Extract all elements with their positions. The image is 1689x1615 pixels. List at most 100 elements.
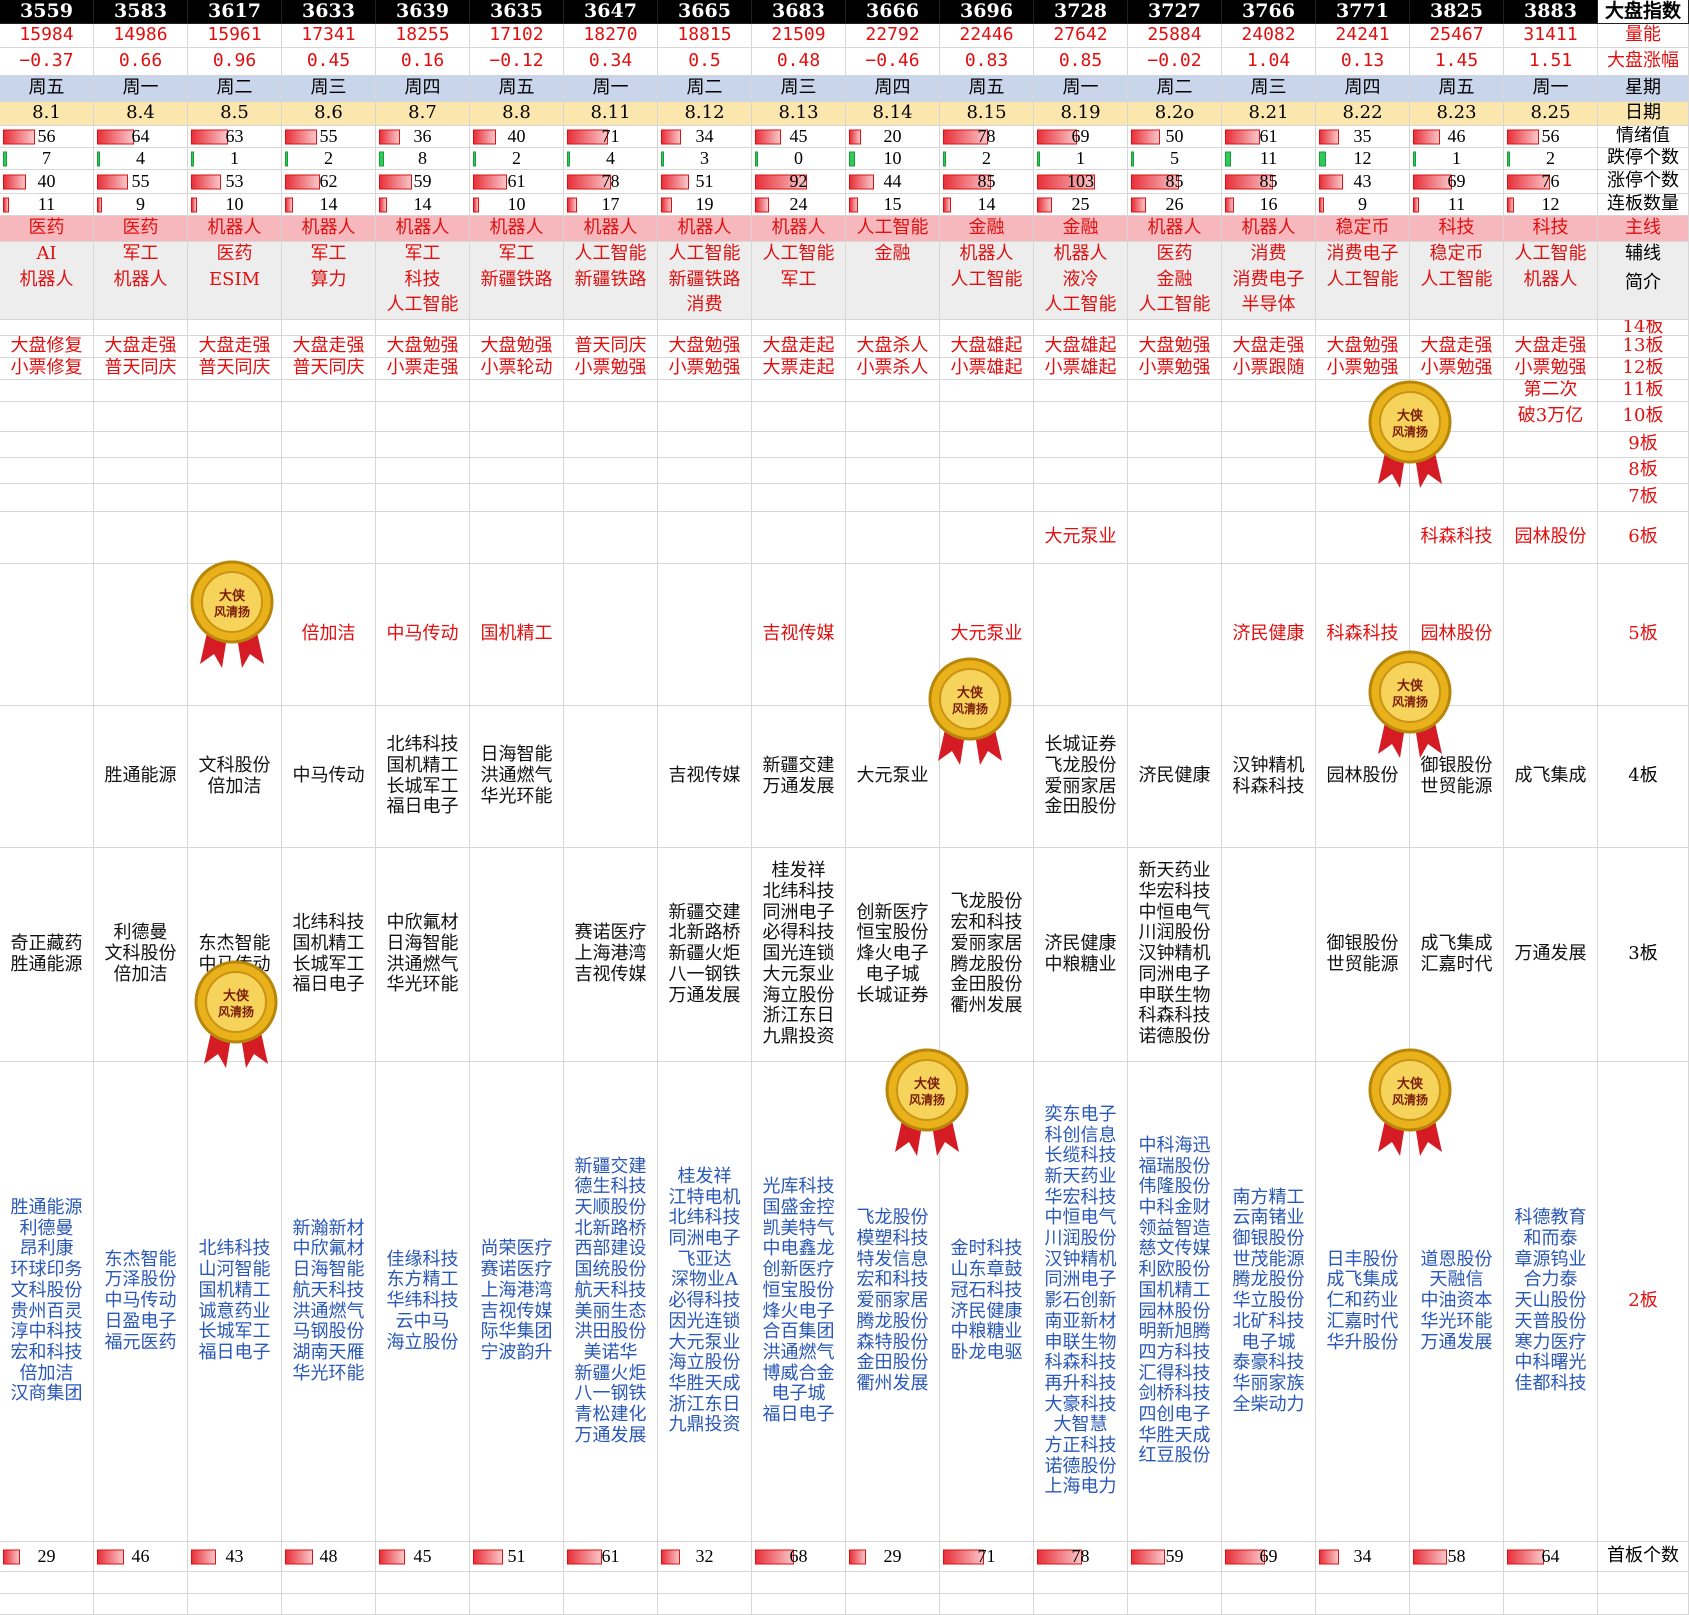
stock-name: 飞龙股份 bbox=[950, 891, 1023, 913]
stock-name: 青松建化 bbox=[574, 1403, 647, 1425]
limit_down-value: 1 bbox=[1076, 148, 1085, 169]
row-label-b6: 6板 bbox=[1598, 512, 1689, 564]
aux-theme-cell: 医药 ESIM bbox=[188, 242, 282, 320]
index-value: 3771 bbox=[1336, 0, 1389, 22]
b5-cell: 园林股份 bbox=[1410, 564, 1504, 706]
main-theme: 机器人 bbox=[301, 217, 356, 239]
weekday-cell: 周二 bbox=[1128, 76, 1222, 102]
main-theme: 金融 bbox=[968, 217, 1005, 239]
stock-name: 华升股份 bbox=[1326, 1331, 1399, 1353]
sentiment-bar bbox=[191, 129, 228, 144]
market-note: 大盘勉强 bbox=[386, 336, 459, 357]
b8-cell bbox=[846, 458, 940, 484]
stock-name: 中科金财 bbox=[1138, 1197, 1211, 1219]
first-bar bbox=[3, 1549, 20, 1564]
stock-name: 道恩股份 bbox=[1420, 1248, 1493, 1270]
stock-name: 万通发展 bbox=[1514, 943, 1587, 965]
stock-name: 大智慧 bbox=[1053, 1414, 1108, 1436]
first-value: 32 bbox=[695, 1546, 714, 1567]
first-cell: 51 bbox=[470, 1542, 564, 1572]
stock-name: 云南锗业 bbox=[1232, 1207, 1305, 1229]
b5-cell: 倍加洁 bbox=[282, 564, 376, 706]
stock-name: 华宏科技 bbox=[1138, 881, 1211, 903]
sentiment-cell: 56 bbox=[1504, 126, 1598, 148]
b2-stocks: 胜通能源 利德曼 昂利康 环球印务 文科股份 贵州百灵 淳中科技 宏和科技 倍加洁 汉商集团 bbox=[0, 1062, 94, 1542]
weekday-cell: 周四 bbox=[1316, 76, 1410, 102]
sentiment-cell: 63 bbox=[188, 126, 282, 148]
stock-name: 四创电子 bbox=[1138, 1403, 1211, 1425]
first-bar bbox=[755, 1549, 794, 1564]
stock-name: 北纬科技 bbox=[668, 1207, 741, 1229]
stock-name: 科森科技 bbox=[1044, 1352, 1117, 1374]
limit_up-value: 59 bbox=[413, 171, 432, 192]
change-value: 1.04 bbox=[1246, 50, 1291, 72]
stock-name: 大元泵业 bbox=[1044, 526, 1117, 548]
stock-name: 影石创新 bbox=[1044, 1290, 1117, 1312]
weekday-value: 周四 bbox=[404, 77, 441, 99]
tail-cell bbox=[846, 1572, 940, 1594]
main-theme: 机器人 bbox=[771, 217, 826, 239]
market-note: 大盘勉强 bbox=[1326, 336, 1399, 357]
limit_down-bar bbox=[755, 151, 758, 166]
b7-cell bbox=[282, 484, 376, 512]
stock-name: 济民健康 bbox=[950, 1300, 1023, 1322]
stock-name: 川润股份 bbox=[1138, 922, 1211, 944]
b9-cell bbox=[376, 432, 470, 458]
stock-name: 万通发展 bbox=[668, 984, 741, 1006]
volume-value: 24241 bbox=[1335, 24, 1390, 46]
limit_up-bar bbox=[943, 174, 991, 189]
limit_down-cell: 5 bbox=[1128, 148, 1222, 170]
b2-stocks: 新疆交建 德生科技 天顺股份 北新路桥 西部建设 国统股份 航天科技 美丽生态 洪田股份 美诺华新… bbox=[564, 1062, 658, 1542]
index-level: 3617 bbox=[188, 0, 282, 24]
stock-name: 伟隆股份 bbox=[1138, 1176, 1211, 1198]
stock-name: 天融信 bbox=[1429, 1269, 1484, 1291]
market-note-2: 普天同庆 bbox=[94, 358, 188, 380]
stock-name: 章源钨业 bbox=[1514, 1248, 1587, 1270]
stock-name: 长缆科技 bbox=[1044, 1145, 1117, 1167]
b5-cell bbox=[1128, 564, 1222, 706]
market-note: 大盘走强 bbox=[1232, 336, 1305, 357]
market-note: 小票轮动 bbox=[480, 358, 553, 379]
b8-cell bbox=[1128, 458, 1222, 484]
stock-name: 吉视传媒 bbox=[762, 623, 835, 645]
market-note-1: 大盘修复 bbox=[0, 336, 94, 358]
stock-name: 万通发展 bbox=[574, 1424, 647, 1446]
stock-name: 新疆火炬 bbox=[668, 943, 741, 965]
b6-cell bbox=[940, 512, 1034, 564]
first-bar bbox=[285, 1549, 313, 1564]
b8-cell bbox=[94, 458, 188, 484]
row-label-limit_down: 跌停个数 bbox=[1598, 148, 1689, 170]
stock-name: 同洲电子 bbox=[1138, 963, 1211, 985]
b6-cell bbox=[1316, 512, 1410, 564]
date-value: 8.8 bbox=[502, 102, 531, 124]
tail-cell bbox=[1034, 1572, 1128, 1594]
limit_down-cell: 10 bbox=[846, 148, 940, 170]
stock-name: 同洲电子 bbox=[1044, 1269, 1117, 1291]
volume-cell: 17341 bbox=[282, 24, 376, 48]
b3-stocks: 御银股份 世贸能源 bbox=[1316, 848, 1410, 1062]
aux-theme-cell: 机器人 液冷 人工智能 bbox=[1034, 242, 1128, 320]
index-level: 3665 bbox=[658, 0, 752, 24]
b8-cell bbox=[752, 458, 846, 484]
sentiment-value: 36 bbox=[413, 126, 432, 147]
consecutive-value: 11 bbox=[1447, 194, 1466, 215]
stock-name: 海立股份 bbox=[668, 1352, 741, 1374]
row-label: 星期 bbox=[1625, 77, 1661, 99]
limit_up-value: 40 bbox=[37, 171, 56, 192]
date-value: 8.7 bbox=[408, 102, 437, 124]
tail-cell bbox=[1316, 1572, 1410, 1594]
b3-stocks: 新疆交建 北新路桥 新疆火炬 八一钢铁 万通发展 bbox=[658, 848, 752, 1062]
limit_down-cell: 4 bbox=[564, 148, 658, 170]
market-note-1: 大盘走强 bbox=[188, 336, 282, 358]
market-note-1: 大盘勉强 bbox=[470, 336, 564, 358]
stock-name: 成飞集成 bbox=[1420, 932, 1493, 954]
tail-cell bbox=[940, 1572, 1034, 1594]
b14-cell bbox=[564, 320, 658, 336]
first-cell: 64 bbox=[1504, 1542, 1598, 1572]
stock-name: 东方精工 bbox=[386, 1269, 459, 1291]
b6-cell bbox=[658, 512, 752, 564]
date-cell: 8.14 bbox=[846, 102, 940, 126]
row-label-first_board: 首板个数 bbox=[1598, 1542, 1689, 1572]
consecutive-bar bbox=[97, 197, 102, 212]
b5-cell bbox=[658, 564, 752, 706]
